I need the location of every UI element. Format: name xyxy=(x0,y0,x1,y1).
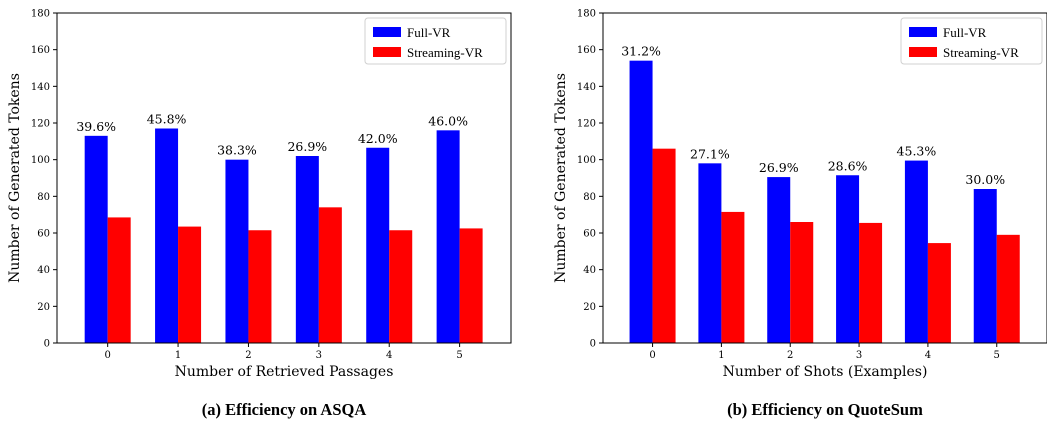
y-tick-label: 100 xyxy=(31,155,50,166)
plot-frame xyxy=(56,12,512,344)
legend-label: Full-VR xyxy=(407,25,451,40)
x-axis-label: Number of Shots (Examples) xyxy=(723,364,928,380)
x-tick-label: 1 xyxy=(175,350,181,361)
bar-full-vr xyxy=(155,128,179,343)
x-tick-label: 0 xyxy=(104,350,110,361)
plot-frame xyxy=(602,12,1047,344)
x-axis-label: Number of Retrieved Passages xyxy=(175,364,394,380)
x-tick-label: 3 xyxy=(856,350,862,361)
y-tick-label: 40 xyxy=(37,265,50,276)
bar-streaming-vr xyxy=(248,230,272,343)
x-tick-label: 4 xyxy=(925,350,931,361)
y-tick-label: 120 xyxy=(577,119,596,130)
y-tick-label: 60 xyxy=(37,229,50,240)
y-tick-label: 0 xyxy=(44,339,50,350)
y-tick-label: 80 xyxy=(583,192,596,203)
panel-asqa: 0 20 40 60 80 100 120 140 160 180 0 39.6% 1 45.8% 2 38.… xyxy=(7,9,512,419)
y-tick-label: 40 xyxy=(583,265,596,276)
bar-full-vr xyxy=(767,177,791,343)
y-tick-label: 140 xyxy=(577,82,596,93)
bar-full-vr xyxy=(629,60,653,344)
bar-streaming-vr xyxy=(721,211,745,343)
y-tick-label: 160 xyxy=(31,45,50,56)
y-tick-label: 180 xyxy=(31,9,50,20)
panel-quotesum: 0 20 40 60 80 100 120 140 160 180 0 31.2% 1 27.1% 2 26.… xyxy=(553,9,1047,419)
bar-streaming-vr xyxy=(859,222,883,343)
reduction-label: 45.3% xyxy=(897,144,937,159)
legend-swatch-streaming-vr xyxy=(373,47,401,57)
reduction-label: 26.9% xyxy=(287,139,327,154)
bar-streaming-vr xyxy=(459,228,483,343)
y-tick-label: 180 xyxy=(577,9,596,20)
bar-full-vr xyxy=(436,130,460,343)
bar-full-vr xyxy=(84,135,108,343)
legend-label: Full-VR xyxy=(943,25,987,40)
reduction-label: 38.3% xyxy=(217,143,257,158)
bar-streaming-vr xyxy=(318,207,342,343)
reduction-label: 45.8% xyxy=(147,112,187,127)
legend-swatch-streaming-vr xyxy=(909,47,937,57)
y-axis-label: Number of Generated Tokens xyxy=(553,73,569,283)
bar-streaming-vr xyxy=(996,234,1020,343)
x-tick-label: 3 xyxy=(316,350,322,361)
legend-label: Streaming-VR xyxy=(943,45,1019,60)
x-tick-label: 0 xyxy=(649,350,655,361)
figure-caption: (b) Efficiency on QuoteSum xyxy=(727,400,923,419)
x-tick-label: 1 xyxy=(718,350,724,361)
legend-swatch-full-vr xyxy=(909,27,937,37)
bar-full-vr xyxy=(698,163,722,343)
bar-full-vr xyxy=(836,175,860,343)
bar-streaming-vr xyxy=(389,230,413,343)
y-tick-label: 140 xyxy=(31,82,50,93)
legend-label: Streaming-VR xyxy=(407,45,483,60)
reduction-label: 46.0% xyxy=(428,113,468,128)
reduction-label: 27.1% xyxy=(690,146,730,161)
bar-streaming-vr xyxy=(107,217,131,343)
y-axis-label: Number of Generated Tokens xyxy=(7,73,23,283)
x-tick-label: 5 xyxy=(994,350,1000,361)
y-tick-label: 120 xyxy=(31,119,50,130)
bar-full-vr xyxy=(295,156,319,343)
y-tick-label: 160 xyxy=(577,45,596,56)
legend-swatch-full-vr xyxy=(373,27,401,37)
y-tick-label: 20 xyxy=(583,302,596,313)
y-tick-label: 60 xyxy=(583,229,596,240)
reduction-label: 26.9% xyxy=(759,160,799,175)
reduction-label: 42.0% xyxy=(358,131,398,146)
reduction-label: 30.0% xyxy=(965,172,1005,187)
legend: Full-VR Streaming-VR xyxy=(364,17,507,65)
bar-streaming-vr xyxy=(178,226,202,343)
bar-streaming-vr xyxy=(790,222,814,343)
reduction-label: 28.6% xyxy=(828,158,868,173)
figure-caption: (a) Efficiency on ASQA xyxy=(202,400,367,419)
legend: Full-VR Streaming-VR xyxy=(900,17,1043,65)
x-tick-label: 5 xyxy=(456,350,462,361)
bar-full-vr xyxy=(904,160,928,343)
x-tick-label: 2 xyxy=(245,350,251,361)
bar-full-vr xyxy=(366,147,390,343)
y-tick-label: 80 xyxy=(37,192,50,203)
reduction-label: 31.2% xyxy=(621,44,661,59)
y-tick-label: 0 xyxy=(590,339,596,350)
x-tick-label: 2 xyxy=(787,350,793,361)
bar-streaming-vr xyxy=(652,148,676,343)
reduction-label: 39.6% xyxy=(76,119,116,134)
bar-full-vr xyxy=(973,189,997,343)
x-tick-label: 4 xyxy=(386,350,392,361)
y-tick-label: 100 xyxy=(577,155,596,166)
bar-streaming-vr xyxy=(927,243,951,343)
bar-full-vr xyxy=(225,159,249,343)
y-tick-label: 20 xyxy=(37,302,50,313)
